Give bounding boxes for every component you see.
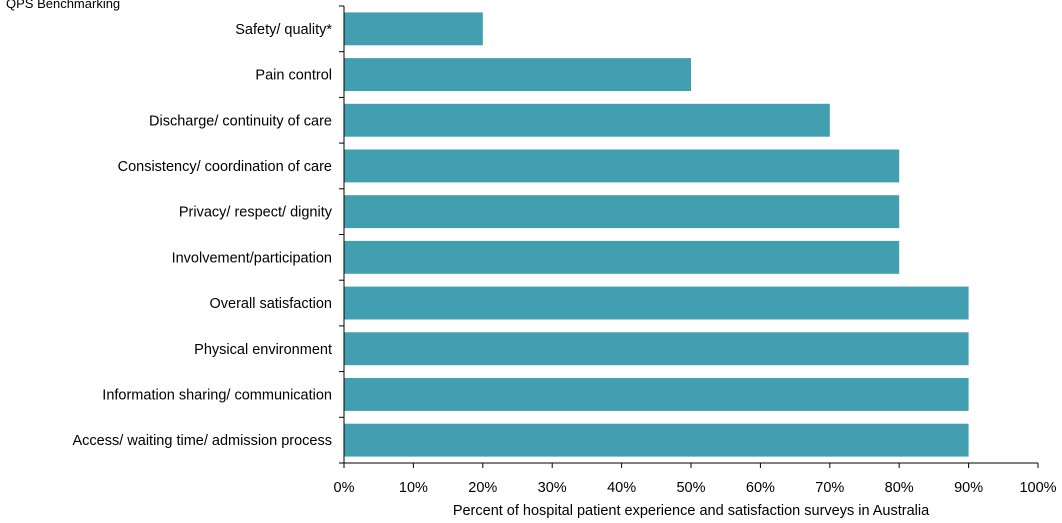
bar	[344, 332, 969, 366]
x-tick-label: 70%	[815, 480, 844, 496]
x-tick-label: 80%	[885, 480, 914, 496]
x-tick-label: 50%	[676, 480, 705, 496]
bar	[344, 378, 969, 411]
x-tick-label: 60%	[746, 480, 775, 496]
x-tick-label: 0%	[334, 480, 355, 496]
x-tick-label: 10%	[399, 480, 428, 496]
category-label: Privacy/ respect/ dignity	[179, 205, 333, 221]
x-tick-label: 20%	[468, 480, 497, 496]
category-labels: Safety/ quality* Pain control Discharge/ c…	[73, 22, 333, 449]
bar	[344, 12, 483, 46]
category-label: Discharge/ continuity of care	[149, 113, 332, 129]
bar	[344, 195, 900, 229]
category-label: Access/ waiting time/ admission process	[73, 433, 333, 449]
corner-note: QPS Benchmarking	[6, 0, 120, 11]
category-label: Consistency/ coordination of care	[118, 159, 332, 175]
axes-layer	[339, 5, 1039, 468]
bar	[344, 103, 830, 137]
bar	[344, 423, 969, 457]
x-tick-label: 100%	[1019, 480, 1056, 496]
x-tick-label: 30%	[538, 480, 567, 496]
category-label: Overall satisfaction	[210, 296, 333, 312]
category-label: Pain control	[255, 68, 332, 84]
x-tick-labels: 0% 10% 20% 30% 40% 50% 60% 70% 80% 90% 100%	[334, 480, 1057, 496]
bar	[344, 58, 691, 91]
bar	[344, 240, 900, 274]
x-tick-label: 90%	[954, 480, 983, 496]
x-tick-label: 40%	[607, 480, 636, 496]
bars-layer	[344, 12, 969, 457]
bar	[344, 149, 900, 183]
category-label: Involvement/participation	[172, 250, 332, 266]
category-label: Physical environment	[194, 342, 332, 358]
category-label: Safety/ quality*	[235, 22, 332, 38]
bar	[344, 286, 969, 320]
x-axis-title: Percent of hospital patient experience a…	[453, 503, 930, 519]
category-label: Information sharing/ communication	[102, 387, 332, 403]
